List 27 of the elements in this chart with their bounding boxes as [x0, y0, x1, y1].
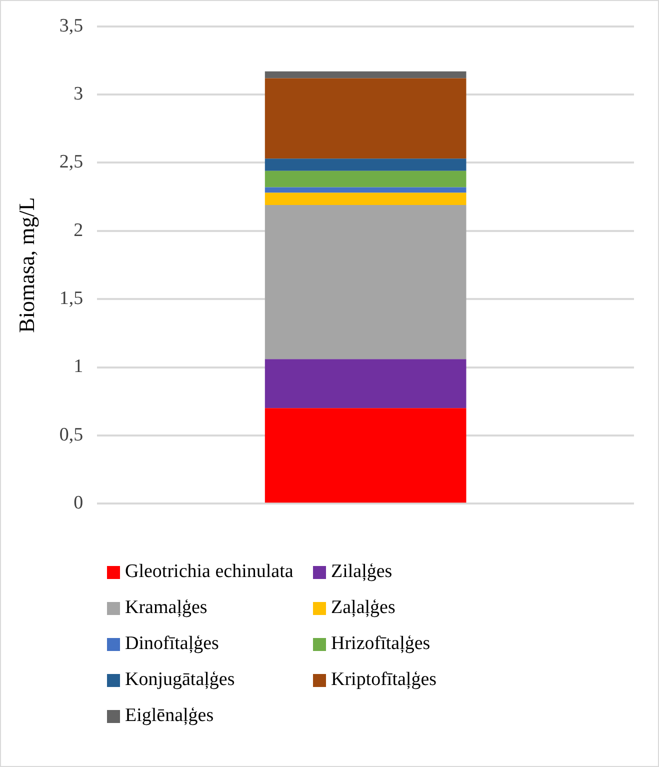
- y-tick-label: 1,5: [59, 288, 84, 310]
- legend-label: Gleotrichia echinulata: [125, 561, 294, 583]
- y-tick-label: 2: [74, 220, 84, 241]
- bar: [264, 205, 466, 360]
- legend-label: Konjugātaļģes: [125, 669, 235, 691]
- bar: [264, 192, 466, 206]
- y-tick-label: 0: [74, 492, 84, 514]
- y-axis-title: Biomasa, mg/L: [14, 197, 39, 333]
- bar: [264, 187, 466, 193]
- legend-label: Hrizofītaļģes: [331, 633, 430, 655]
- legend-label: Dinofītaļģes: [125, 633, 219, 655]
- legend-label: Kramaļģes: [125, 597, 208, 619]
- bar: [264, 78, 466, 159]
- legend-label: Zaļaļģes: [331, 597, 396, 619]
- bar: [264, 158, 466, 171]
- y-tick-label: 1: [74, 356, 84, 378]
- y-tick-label: 0,5: [59, 424, 84, 446]
- bar: [264, 71, 466, 78]
- bar: [264, 408, 466, 503]
- y-tick-label: 3: [74, 84, 84, 105]
- legend-label: Kriptofītaļģes: [331, 669, 437, 691]
- bar: [264, 359, 466, 408]
- bar: [264, 170, 466, 188]
- y-tick-label: 2,5: [59, 152, 84, 173]
- legend-label: Zilaļģes: [331, 561, 392, 583]
- legend-label: Eiglēnaļģes: [125, 705, 214, 727]
- y-tick-label: 3,5: [59, 15, 84, 36]
